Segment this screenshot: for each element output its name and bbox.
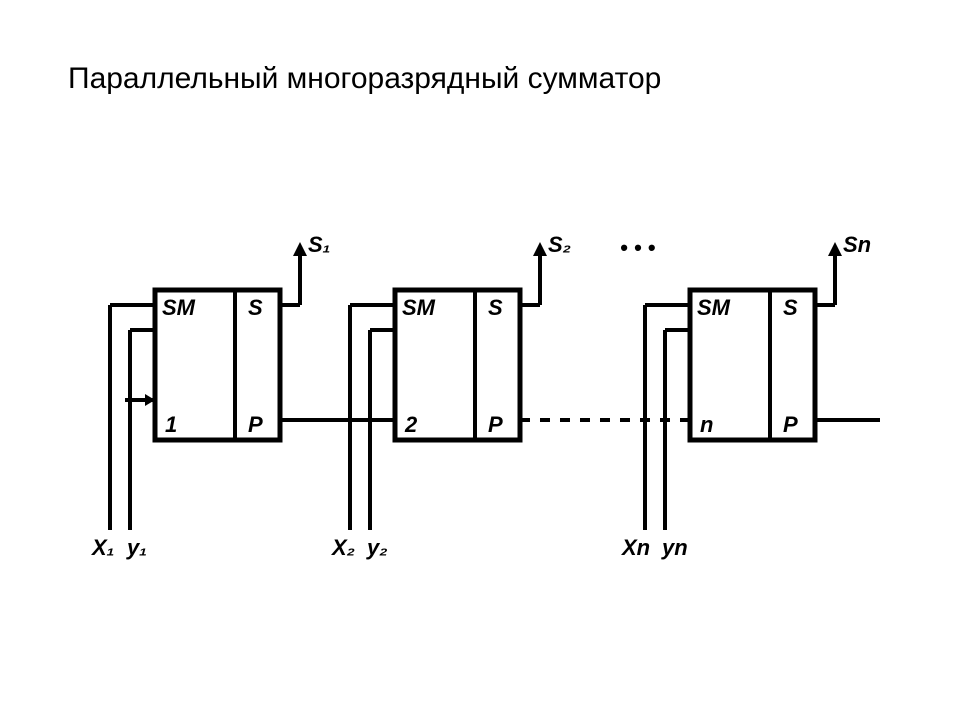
block-2-y-label: y₂ <box>366 535 388 560</box>
block-2-s-label: S₂ <box>548 232 571 257</box>
block-n-idx: n <box>700 412 713 437</box>
block-1-idx: 1 <box>165 412 177 437</box>
block-2-x-label: X₂ <box>330 535 355 560</box>
block-2-output: S₂ <box>520 232 571 305</box>
block-n-sm: SM <box>697 295 731 320</box>
block-1-sm: SM <box>162 295 196 320</box>
block-2: SM 2 S P <box>395 290 520 440</box>
ellipsis-top: • • • <box>620 235 656 260</box>
block-1-s-label: S₁ <box>308 232 330 257</box>
block-1-y-label: y₁ <box>126 535 147 560</box>
block-n-s-label: Sn <box>843 232 871 257</box>
block-n-s: S <box>783 295 798 320</box>
block-2-s: S <box>488 295 503 320</box>
block-n-inputs: Xn yn <box>620 305 690 560</box>
block-1: SM 1 S P <box>155 290 280 440</box>
block-1-output: S₁ <box>280 232 330 305</box>
block-n: SM n S P <box>690 290 815 440</box>
block-1-s: S <box>248 295 263 320</box>
block-2-inputs: X₂ y₂ <box>330 305 395 560</box>
block-1-inputs: X₁ y₁ <box>90 305 155 560</box>
block-2-idx: 2 <box>404 412 418 437</box>
adder-diagram: SM 1 S P X₁ y₁ S₁ SM 2 S P <box>0 0 960 720</box>
block-1-p: P <box>248 412 263 437</box>
block-n-y-label: yn <box>661 535 688 560</box>
block-n-output: Sn <box>815 232 871 305</box>
block-1-x-label: X₁ <box>90 535 114 560</box>
block-2-sm: SM <box>402 295 436 320</box>
block-n-p: P <box>783 412 798 437</box>
block-n-x-label: Xn <box>620 535 650 560</box>
block-2-p: P <box>488 412 503 437</box>
